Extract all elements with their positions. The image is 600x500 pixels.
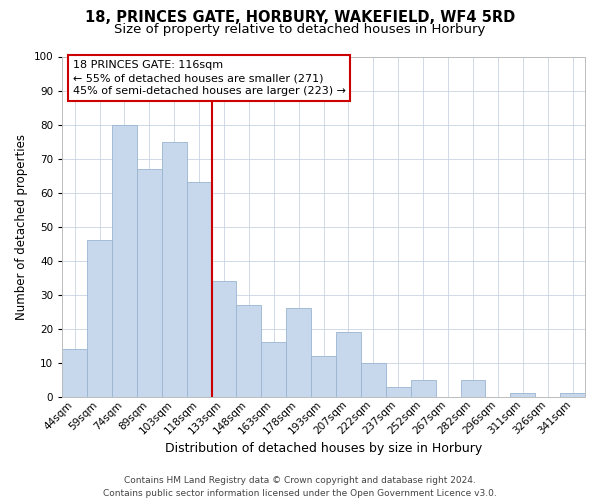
Bar (262, 342, 286, 397)
Y-axis label: Number of detached properties: Number of detached properties (15, 134, 28, 320)
Text: 18 PRINCES GATE: 116sqm
← 55% of detached houses are smaller (271)
45% of semi-d: 18 PRINCES GATE: 116sqm ← 55% of detache… (73, 60, 346, 96)
Bar (137, 169, 162, 397)
Bar (386, 386, 411, 397)
Bar (361, 363, 386, 397)
Bar (162, 142, 187, 397)
Text: 18, PRINCES GATE, HORBURY, WAKEFIELD, WF4 5RD: 18, PRINCES GATE, HORBURY, WAKEFIELD, WF… (85, 10, 515, 25)
Bar (411, 380, 436, 397)
Bar (212, 281, 236, 397)
Bar (336, 332, 361, 397)
Bar (311, 356, 336, 397)
Text: Size of property relative to detached houses in Horbury: Size of property relative to detached ho… (115, 22, 485, 36)
Bar (62, 349, 87, 397)
Bar (286, 308, 311, 397)
Bar (187, 182, 212, 397)
Bar (236, 305, 262, 397)
Text: Contains HM Land Registry data © Crown copyright and database right 2024.
Contai: Contains HM Land Registry data © Crown c… (103, 476, 497, 498)
Bar (112, 124, 137, 397)
X-axis label: Distribution of detached houses by size in Horbury: Distribution of detached houses by size … (165, 442, 482, 455)
Bar (560, 394, 585, 397)
Bar (87, 240, 112, 397)
Bar (511, 394, 535, 397)
Bar (461, 380, 485, 397)
